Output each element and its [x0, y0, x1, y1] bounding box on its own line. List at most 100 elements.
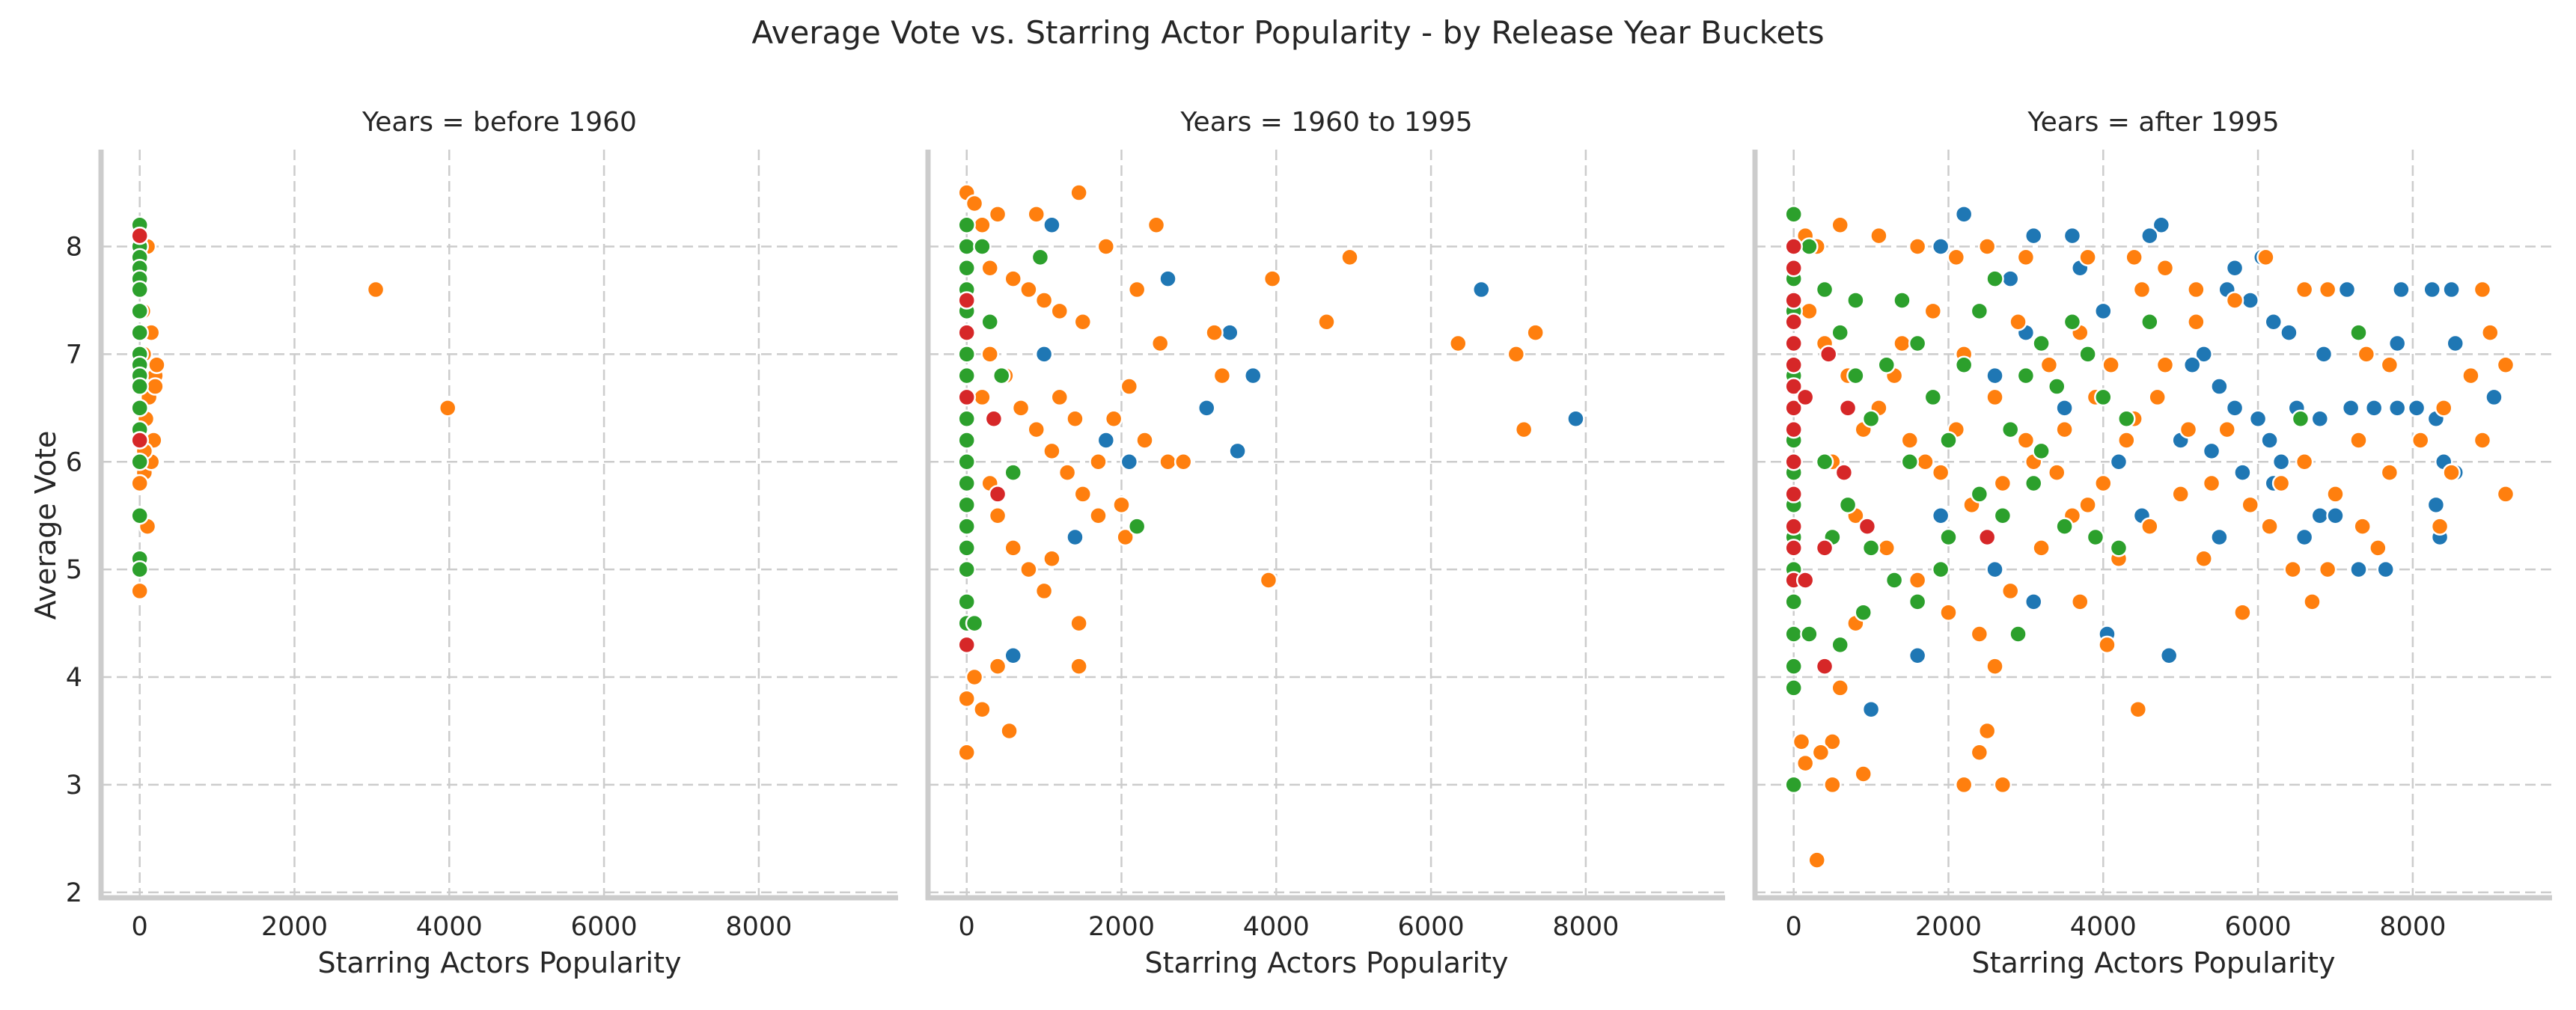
data-point	[2485, 388, 2503, 407]
data-point	[1977, 721, 1997, 741]
data-point	[1096, 237, 1116, 256]
data-point	[2260, 517, 2279, 536]
data-point	[1970, 302, 1989, 321]
data-point	[2283, 560, 2302, 579]
data-point	[1986, 388, 2004, 407]
data-point	[957, 560, 976, 579]
data-point	[1043, 215, 1061, 234]
data-point	[1069, 183, 1088, 202]
data-point	[1815, 539, 1834, 557]
data-point	[1116, 527, 1135, 547]
data-point	[1127, 280, 1147, 299]
data-point	[2016, 431, 2036, 450]
data-point	[2032, 539, 2051, 557]
data-point	[2194, 345, 2213, 364]
data-point	[957, 237, 976, 256]
data-point	[2009, 312, 2027, 331]
data-point	[1073, 485, 1093, 504]
x-axis-label: Starring Actors Popularity	[1971, 946, 2335, 979]
data-point	[1784, 334, 1803, 353]
data-point	[1861, 409, 1881, 428]
data-point	[1228, 441, 1247, 461]
data-point	[2117, 409, 2136, 428]
data-point	[957, 453, 976, 471]
data-point	[1205, 323, 1224, 342]
data-point	[2225, 399, 2244, 417]
data-point	[2369, 539, 2387, 557]
data-point	[1096, 431, 1116, 450]
data-point	[2423, 280, 2441, 299]
chart-title: Average Vote vs. Starring Actor Populari…	[751, 14, 1824, 51]
data-point	[2387, 334, 2407, 353]
data-point	[2140, 226, 2159, 245]
data-point	[957, 388, 976, 407]
data-point	[2241, 291, 2259, 310]
data-point	[1861, 539, 1881, 557]
data-point	[980, 312, 999, 331]
data-point	[2380, 463, 2399, 482]
data-point	[1784, 625, 1803, 643]
facet-panels: Years = before 1960 0 2000 4000 6000 8000 2 3 4 5…	[66, 107, 2552, 979]
data-point	[1784, 593, 1803, 611]
data-point	[1027, 420, 1046, 439]
data-point	[965, 667, 984, 687]
data-point	[2271, 474, 2291, 493]
data-point	[984, 409, 1004, 428]
data-point	[2171, 485, 2190, 504]
data-point	[2078, 248, 2097, 267]
data-point	[1147, 215, 1166, 234]
data-point	[130, 280, 149, 299]
data-point	[1244, 366, 1263, 385]
facet-title: Years = after 1995	[2027, 107, 2279, 138]
data-point	[1784, 377, 1803, 396]
data-point	[1057, 463, 1077, 482]
data-point	[1526, 323, 1545, 342]
data-point	[1069, 613, 1088, 633]
data-point	[2481, 323, 2500, 342]
data-point	[957, 291, 976, 310]
data-point	[1986, 269, 2004, 288]
data-point	[2357, 345, 2376, 364]
facet-panel: Years = 1960 to 1995 0 2000 4000 6000 8000 Sta…	[925, 107, 1725, 979]
data-point	[1120, 377, 1139, 396]
data-point	[2086, 527, 2105, 547]
data-point	[2202, 474, 2221, 493]
data-point	[1986, 366, 2004, 385]
data-point	[2442, 463, 2461, 482]
data-point	[988, 205, 1007, 224]
data-point	[1916, 453, 1935, 471]
data-point	[1800, 237, 1819, 256]
data-point	[1259, 571, 1278, 590]
data-point	[1811, 743, 1831, 762]
x-tick-label: 8000	[725, 912, 792, 942]
data-point	[1027, 205, 1046, 224]
data-point	[2071, 593, 2090, 611]
data-point	[2392, 280, 2411, 299]
data-point	[1815, 280, 1834, 299]
data-point	[1931, 560, 1950, 579]
data-point	[2225, 291, 2244, 310]
data-point	[2000, 420, 2020, 439]
data-point	[1784, 259, 1803, 278]
data-point	[988, 657, 1007, 676]
data-point	[2210, 377, 2229, 396]
data-point	[992, 366, 1011, 385]
y-tick-label: 2	[66, 878, 82, 908]
data-point	[2078, 345, 2097, 364]
data-point	[957, 743, 976, 762]
data-point	[1784, 775, 1803, 795]
data-point	[1784, 679, 1803, 697]
data-point	[1854, 765, 1873, 783]
data-point	[2039, 355, 2059, 375]
data-point	[957, 431, 976, 450]
data-point	[130, 474, 149, 493]
data-point	[1831, 215, 1849, 234]
data-point	[2000, 581, 2020, 601]
data-point	[2094, 474, 2113, 493]
data-point	[957, 635, 976, 655]
data-point	[1043, 441, 1061, 461]
data-point	[2473, 280, 2492, 299]
data-point	[438, 399, 457, 417]
data-point	[2055, 399, 2074, 417]
data-point	[2295, 280, 2314, 299]
